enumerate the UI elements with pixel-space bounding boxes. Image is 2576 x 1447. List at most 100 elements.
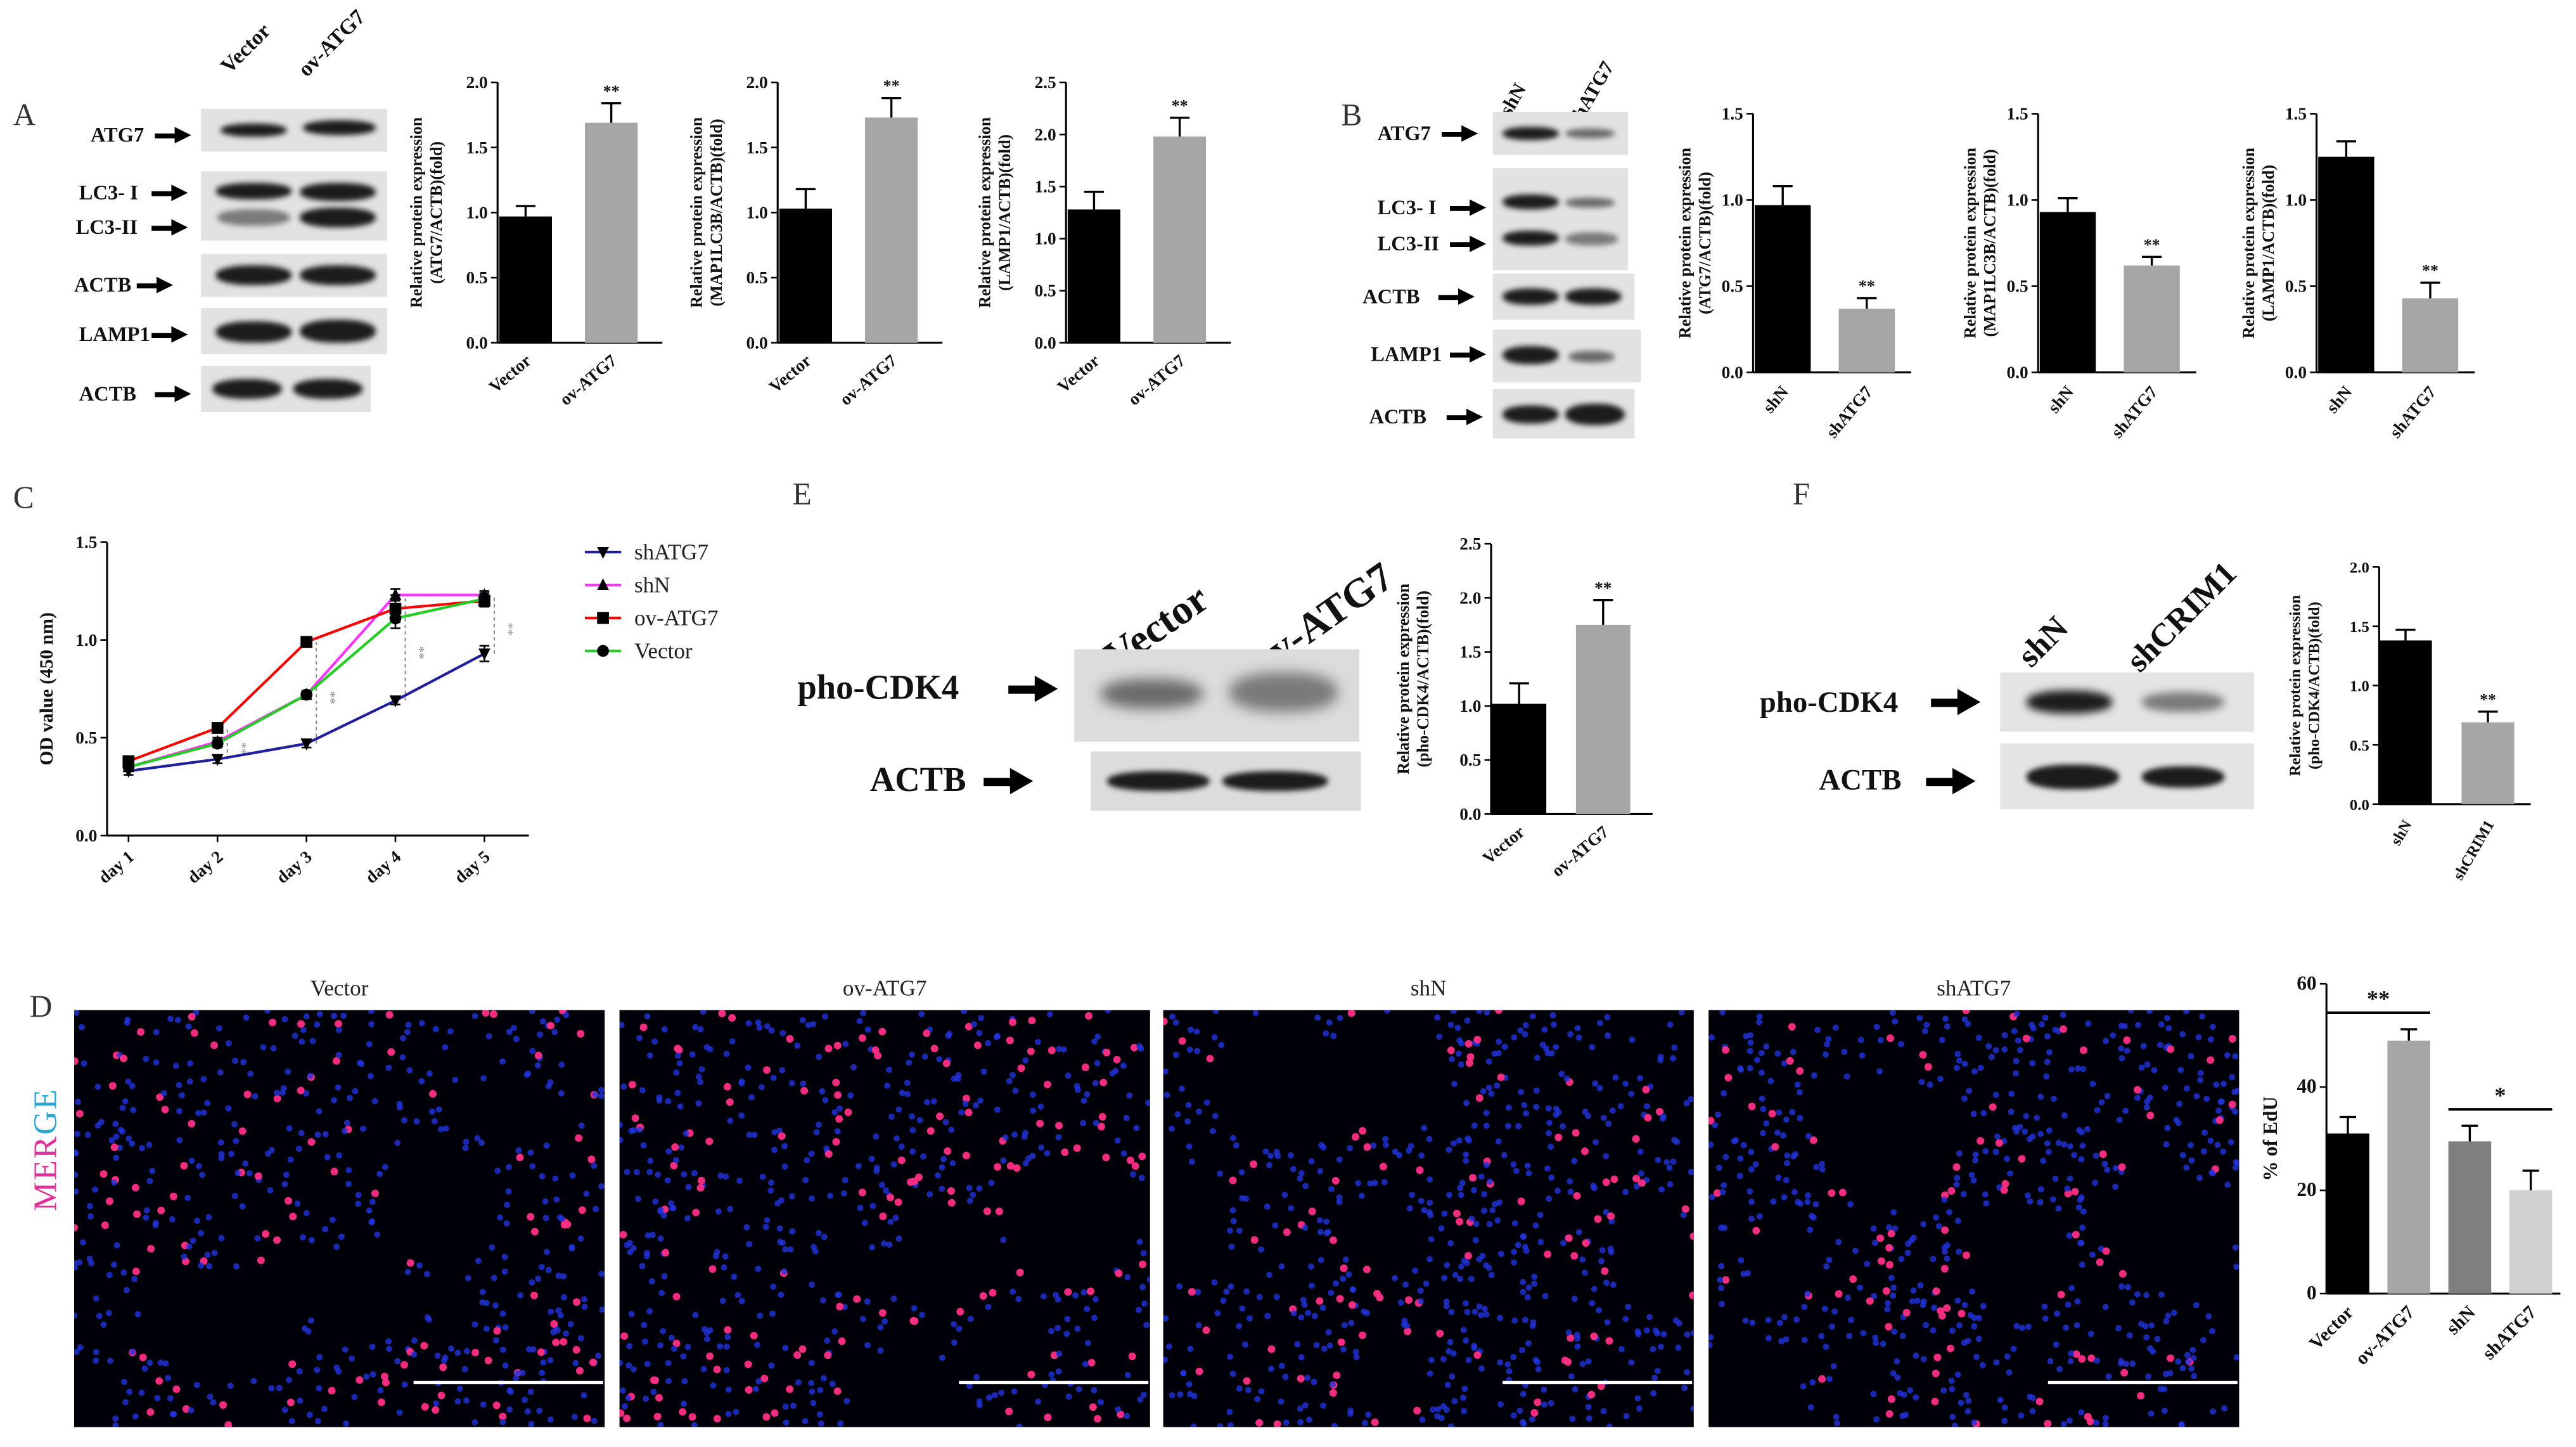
nucleus xyxy=(764,1023,771,1029)
nucleus xyxy=(112,1422,119,1427)
x-tick-label: day 5 xyxy=(451,847,494,887)
edu-positive-nucleus xyxy=(832,1138,840,1146)
nucleus xyxy=(1397,1299,1404,1306)
nucleus xyxy=(1525,1170,1532,1177)
nucleus xyxy=(1848,1316,1855,1323)
nucleus xyxy=(738,1112,745,1119)
nucleus xyxy=(554,1016,561,1023)
edu-positive-nucleus xyxy=(1601,1267,1609,1275)
nucleus xyxy=(868,1155,875,1162)
significance-label: ** xyxy=(2144,236,2160,254)
nucleus xyxy=(2102,1420,2109,1427)
nucleus xyxy=(1823,1344,1829,1350)
nucleus xyxy=(1801,1304,1808,1310)
nucleus xyxy=(499,1346,506,1353)
nucleus xyxy=(956,1325,963,1332)
nucleus xyxy=(1094,1033,1101,1040)
bar xyxy=(2448,1141,2492,1294)
nucleus xyxy=(1541,1386,1548,1393)
nucleus xyxy=(2233,1263,2240,1270)
blot-lc3-b xyxy=(1492,168,1628,271)
nucleus xyxy=(1497,1359,1504,1366)
nucleus xyxy=(2061,1141,2068,1148)
nucleus xyxy=(558,1090,565,1097)
nucleus xyxy=(1418,1197,1425,1204)
panel-letter-c: C xyxy=(13,481,34,516)
nucleus xyxy=(1444,1382,1451,1388)
nucleus xyxy=(343,1420,349,1427)
data-point xyxy=(597,645,609,657)
nucleus xyxy=(1684,1331,1691,1338)
edu-positive-nucleus xyxy=(2228,1100,2236,1109)
nucleus xyxy=(1963,1392,1970,1399)
edu-positive-nucleus xyxy=(1333,1371,1341,1379)
nucleus xyxy=(1188,1026,1194,1033)
y-tick-label: 1.0 xyxy=(746,203,767,222)
nucleus xyxy=(1549,1012,1556,1019)
nucleus xyxy=(1770,1198,1777,1205)
edu-positive-nucleus xyxy=(1064,1288,1072,1296)
nucleus xyxy=(1443,1298,1450,1305)
nucleus xyxy=(926,1191,933,1198)
nucleus xyxy=(1961,1095,1968,1102)
nucleus xyxy=(1774,1050,1781,1057)
nucleus xyxy=(1264,1313,1271,1320)
nucleus xyxy=(1829,1323,1835,1330)
edu-positive-nucleus xyxy=(1838,1188,1847,1197)
arrow-icon xyxy=(1931,688,1981,716)
edu-positive-nucleus xyxy=(2044,1420,2052,1427)
nucleus xyxy=(515,1147,522,1154)
nucleus xyxy=(143,1214,150,1221)
blot-label-actb: ACTB xyxy=(1362,285,1420,309)
nucleus xyxy=(998,1389,1004,1396)
nucleus xyxy=(621,1403,628,1410)
nucleus xyxy=(1553,1111,1560,1118)
edu-positive-nucleus xyxy=(2096,1258,2104,1266)
y-tick-label: 0.0 xyxy=(466,333,487,352)
edu-positive-nucleus xyxy=(335,1020,343,1028)
data-point xyxy=(597,612,609,624)
edu-positive-nucleus xyxy=(1768,1110,1776,1118)
nucleus xyxy=(1778,1338,1785,1345)
nucleus xyxy=(628,1128,635,1135)
nucleus xyxy=(1311,1313,1318,1320)
edu-positive-nucleus xyxy=(994,1163,1002,1171)
nucleus xyxy=(635,1195,641,1202)
nucleus xyxy=(881,1318,888,1325)
edu-positive-nucleus xyxy=(1714,1189,1721,1197)
blot-label-actb-2: ACTB xyxy=(79,382,137,406)
nucleus xyxy=(639,1263,646,1270)
data-point xyxy=(389,612,402,625)
edu-positive-nucleus xyxy=(1006,1036,1014,1045)
nucleus xyxy=(1305,1309,1312,1316)
edu-positive-nucleus xyxy=(1087,1358,1096,1367)
nucleus xyxy=(1473,1221,1480,1227)
edu-positive-nucleus xyxy=(1885,1261,1894,1269)
nucleus xyxy=(1553,1105,1560,1112)
nucleus xyxy=(152,1222,159,1229)
nucleus xyxy=(416,1262,423,1269)
blot-pho-cdk4 xyxy=(1074,649,1359,742)
nucleus xyxy=(1330,1032,1337,1039)
nucleus xyxy=(1367,1180,1374,1187)
nucleus xyxy=(986,1394,992,1401)
edu-positive-nucleus xyxy=(1363,1143,1371,1151)
legend-label: shN xyxy=(634,573,670,598)
nucleus xyxy=(909,1051,916,1058)
nucleus xyxy=(1476,1010,1483,1014)
edu-positive-nucleus xyxy=(1962,1251,1970,1259)
nucleus xyxy=(592,1091,599,1098)
nucleus xyxy=(836,1105,843,1112)
nucleus xyxy=(2079,1142,2086,1149)
nucleus xyxy=(1115,1406,1122,1413)
nucleus xyxy=(1022,1160,1029,1167)
nucleus xyxy=(1841,1048,1848,1055)
nucleus xyxy=(314,1131,321,1138)
nucleus xyxy=(1313,1342,1320,1349)
nucleus xyxy=(189,1237,196,1244)
nucleus xyxy=(316,1011,323,1017)
merge-label-part: MER xyxy=(28,1135,65,1211)
blot-lamp1-b xyxy=(1492,330,1641,383)
nucleus xyxy=(243,1014,250,1021)
